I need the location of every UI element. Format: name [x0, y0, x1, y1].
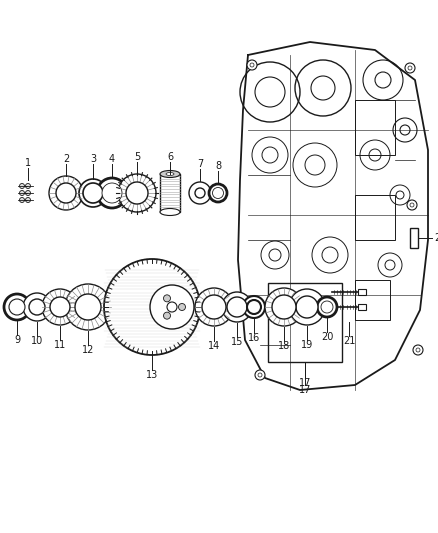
- Text: 1: 1: [25, 158, 31, 168]
- Text: 5: 5: [134, 152, 140, 162]
- Circle shape: [97, 178, 127, 208]
- Circle shape: [4, 294, 30, 320]
- Circle shape: [222, 292, 252, 322]
- Circle shape: [407, 200, 417, 210]
- Circle shape: [227, 297, 247, 317]
- Text: 13: 13: [146, 370, 158, 380]
- Text: 15: 15: [231, 337, 243, 347]
- Circle shape: [75, 294, 101, 320]
- Bar: [160, 174, 180, 212]
- Circle shape: [202, 295, 226, 319]
- Polygon shape: [238, 42, 428, 390]
- Circle shape: [405, 63, 415, 73]
- Circle shape: [296, 296, 318, 318]
- Circle shape: [25, 183, 31, 189]
- Text: 22: 22: [434, 233, 438, 243]
- Text: 11: 11: [54, 340, 66, 350]
- Circle shape: [42, 289, 78, 325]
- Circle shape: [247, 60, 257, 70]
- Text: 2: 2: [63, 154, 69, 164]
- Circle shape: [265, 288, 303, 326]
- Circle shape: [25, 190, 31, 196]
- Circle shape: [243, 296, 265, 318]
- Circle shape: [20, 190, 25, 196]
- Bar: [355, 280, 390, 320]
- Text: 3: 3: [90, 154, 96, 164]
- Text: 8: 8: [215, 161, 221, 171]
- Text: 19: 19: [301, 340, 313, 350]
- Bar: [410, 228, 418, 248]
- Bar: [268, 283, 342, 362]
- Text: 12: 12: [82, 345, 94, 355]
- Bar: [358, 304, 366, 310]
- Circle shape: [20, 183, 25, 189]
- Ellipse shape: [166, 173, 174, 175]
- Circle shape: [317, 297, 337, 317]
- Text: 18: 18: [278, 341, 290, 351]
- Text: 10: 10: [31, 336, 43, 346]
- Circle shape: [25, 198, 31, 203]
- Circle shape: [150, 285, 194, 329]
- Circle shape: [29, 299, 45, 315]
- Ellipse shape: [160, 208, 180, 215]
- Circle shape: [23, 293, 51, 321]
- Circle shape: [102, 183, 122, 203]
- Circle shape: [272, 295, 296, 319]
- Circle shape: [195, 288, 233, 326]
- Circle shape: [49, 176, 83, 210]
- Circle shape: [179, 303, 186, 311]
- Circle shape: [413, 345, 423, 355]
- Circle shape: [118, 174, 156, 212]
- Text: 4: 4: [109, 154, 115, 164]
- Circle shape: [209, 184, 227, 202]
- Circle shape: [195, 188, 205, 198]
- Circle shape: [163, 312, 170, 319]
- Circle shape: [321, 301, 333, 313]
- Text: 17: 17: [299, 385, 311, 395]
- Bar: [355, 100, 395, 155]
- Circle shape: [83, 183, 103, 203]
- Text: 16: 16: [248, 333, 260, 343]
- Circle shape: [65, 284, 111, 330]
- Text: 7: 7: [197, 159, 203, 169]
- Circle shape: [189, 182, 211, 204]
- Circle shape: [289, 289, 325, 325]
- Text: 14: 14: [208, 341, 220, 351]
- Ellipse shape: [160, 171, 180, 177]
- Circle shape: [20, 198, 25, 203]
- Text: 17: 17: [299, 378, 311, 388]
- Circle shape: [126, 182, 148, 204]
- Bar: [358, 289, 366, 295]
- Circle shape: [212, 188, 223, 198]
- Text: 9: 9: [14, 335, 20, 345]
- Circle shape: [79, 179, 107, 207]
- Circle shape: [255, 370, 265, 380]
- Circle shape: [104, 259, 200, 355]
- Circle shape: [56, 183, 76, 203]
- Text: 6: 6: [167, 152, 173, 162]
- Text: 20: 20: [321, 332, 333, 342]
- Circle shape: [50, 297, 70, 317]
- Circle shape: [247, 300, 261, 314]
- Circle shape: [9, 299, 25, 315]
- Circle shape: [163, 295, 170, 302]
- Bar: [355, 195, 395, 240]
- Text: 21: 21: [343, 336, 355, 346]
- Circle shape: [167, 302, 177, 312]
